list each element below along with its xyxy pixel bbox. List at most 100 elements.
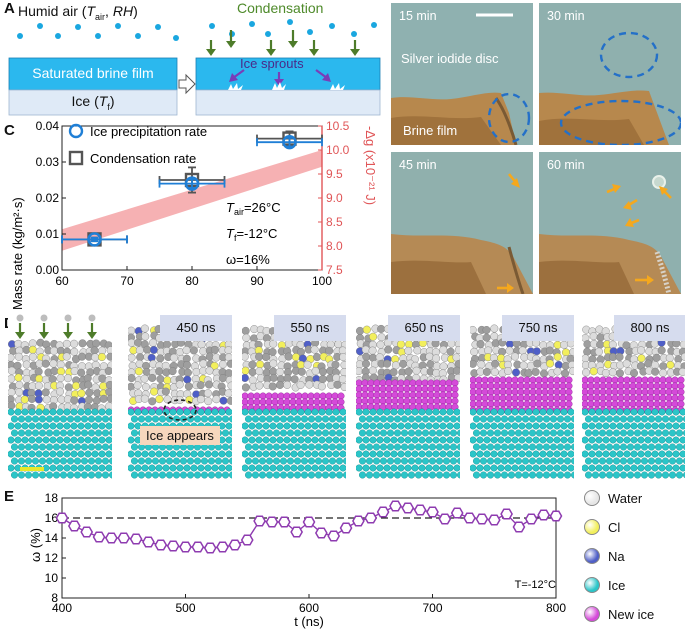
md-ice-atom bbox=[109, 457, 112, 465]
md-ice-atom bbox=[276, 464, 284, 472]
md-ice-atom bbox=[672, 464, 680, 472]
md-water-atom bbox=[325, 346, 334, 355]
md-ice-atom bbox=[325, 450, 333, 458]
md-ice-atom bbox=[269, 408, 277, 416]
md-ice-atom bbox=[314, 415, 322, 423]
md-ice-atom bbox=[563, 471, 571, 479]
md-new-ice-atom bbox=[277, 392, 285, 400]
md-new-ice-atom bbox=[647, 394, 655, 402]
md-ice-atom bbox=[483, 436, 491, 444]
md-ice-atom bbox=[159, 415, 167, 423]
md-ice-atom bbox=[665, 422, 673, 430]
md-ice-atom bbox=[588, 422, 596, 430]
md-ice-atom bbox=[290, 450, 298, 458]
md-ice-atom bbox=[637, 408, 645, 416]
md-ice-atom bbox=[546, 450, 554, 458]
md-new-ice-atom bbox=[541, 382, 549, 390]
md-water-atom bbox=[242, 373, 249, 382]
md-new-ice-atom bbox=[409, 391, 417, 399]
md-ice-atom bbox=[582, 422, 589, 430]
md-new-ice-atom bbox=[470, 400, 477, 408]
md-new-ice-atom bbox=[470, 388, 477, 396]
md-ice-atom bbox=[339, 450, 346, 458]
md-new-ice-atom bbox=[470, 394, 477, 402]
md-water-atom bbox=[376, 340, 385, 349]
md-ice-atom bbox=[166, 457, 174, 465]
md-new-ice-atom bbox=[277, 398, 285, 406]
md-ice-atom bbox=[401, 471, 409, 479]
md-ice-atom bbox=[266, 429, 274, 437]
md-ice-atom bbox=[137, 415, 145, 423]
md-ice-atom bbox=[439, 408, 447, 416]
md-ice-atom bbox=[634, 471, 642, 479]
md-water-atom bbox=[205, 380, 214, 389]
md-ice-atom bbox=[404, 422, 412, 430]
e-point bbox=[253, 515, 266, 527]
md-ice-atom bbox=[221, 457, 229, 465]
e-point bbox=[179, 541, 192, 553]
md-ice-atom bbox=[14, 450, 22, 458]
md-new-ice-atom bbox=[677, 388, 685, 396]
md-ice-atom bbox=[259, 457, 267, 465]
md-ice-atom bbox=[332, 450, 340, 458]
md-ice-atom bbox=[301, 415, 309, 423]
md-ice-atom bbox=[591, 457, 599, 465]
md-new-ice-atom bbox=[605, 394, 613, 402]
md-water-atom bbox=[297, 367, 306, 376]
md-ice-atom bbox=[304, 450, 312, 458]
md-ice-atom bbox=[229, 443, 232, 451]
md-ice-atom bbox=[159, 471, 167, 479]
md-ice-atom bbox=[383, 422, 391, 430]
md-water-atom bbox=[141, 332, 150, 341]
md-water-atom bbox=[128, 326, 136, 335]
e-point bbox=[463, 512, 476, 524]
md-ice-atom bbox=[588, 436, 596, 444]
md-new-ice-atom bbox=[295, 392, 303, 400]
md-new-ice-atom bbox=[487, 388, 495, 396]
legend-condensation: Condensation rate bbox=[90, 151, 196, 166]
md-ice-atom bbox=[362, 422, 370, 430]
md-new-ice-atom bbox=[445, 385, 453, 393]
md-water-atom bbox=[224, 346, 232, 355]
md-ice-atom bbox=[105, 422, 112, 430]
md-ice-atom bbox=[470, 464, 477, 472]
md-ice-atom bbox=[602, 422, 610, 430]
incoming-molecule bbox=[64, 314, 72, 322]
md-water-atom bbox=[637, 346, 646, 355]
md-ice-atom bbox=[425, 422, 433, 430]
md-new-ice-atom bbox=[361, 397, 369, 405]
md-new-ice-atom bbox=[373, 391, 381, 399]
md-ice-atom bbox=[262, 450, 270, 458]
md-ice-atom bbox=[421, 429, 429, 437]
md-new-ice-atom bbox=[367, 385, 375, 393]
md-water-atom bbox=[491, 359, 500, 368]
md-ice-atom bbox=[553, 436, 561, 444]
md-ice-atom bbox=[245, 443, 252, 451]
md-ice-atom bbox=[446, 464, 454, 472]
md-water-atom bbox=[412, 366, 421, 375]
md-new-ice-atom bbox=[325, 398, 333, 406]
md-new-ice-atom bbox=[635, 376, 643, 384]
md-new-ice-atom bbox=[421, 391, 429, 399]
md-water-atom bbox=[362, 352, 371, 361]
md-new-ice-atom bbox=[659, 388, 667, 396]
md-new-ice-atom bbox=[391, 385, 399, 393]
md-water-atom bbox=[134, 367, 143, 376]
md-new-ice-atom bbox=[356, 391, 363, 399]
md-ice-atom bbox=[661, 457, 669, 465]
md-ice-atom bbox=[634, 415, 642, 423]
md-water-atom bbox=[226, 359, 232, 368]
md-new-ice-atom bbox=[481, 382, 489, 390]
md-ice-atom bbox=[658, 422, 666, 430]
md-new-ice-atom bbox=[385, 385, 393, 393]
md-ice-atom bbox=[214, 457, 222, 465]
md-water-atom bbox=[399, 359, 408, 368]
md-ice-atom bbox=[591, 415, 599, 423]
md-water-atom bbox=[184, 382, 193, 391]
md-water-atom bbox=[203, 389, 212, 398]
md-ice-atom bbox=[259, 471, 267, 479]
md-new-ice-atom bbox=[671, 376, 679, 384]
md-water-atom bbox=[140, 394, 149, 403]
md-water-atom bbox=[666, 360, 675, 369]
md-ice-atom bbox=[131, 443, 138, 451]
